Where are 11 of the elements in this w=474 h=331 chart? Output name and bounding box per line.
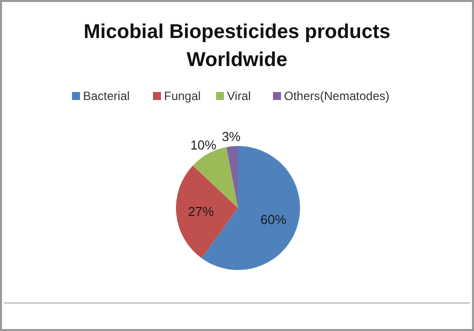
legend-label: Others(Nematodes) <box>284 89 390 104</box>
data-label: 27% <box>188 204 214 220</box>
legend-label: Viral <box>227 89 251 104</box>
data-label: 3% <box>222 128 242 144</box>
data-label: 10% <box>190 138 217 153</box>
pie-slice <box>226 146 238 208</box>
chart-title: Micobial Biopesticides products Worldwide <box>84 21 390 71</box>
data-label: 60% <box>260 212 287 228</box>
legend-label: Fungal <box>164 89 201 104</box>
pie-slice <box>176 166 238 258</box>
legend-label: Bacterial <box>83 89 130 104</box>
